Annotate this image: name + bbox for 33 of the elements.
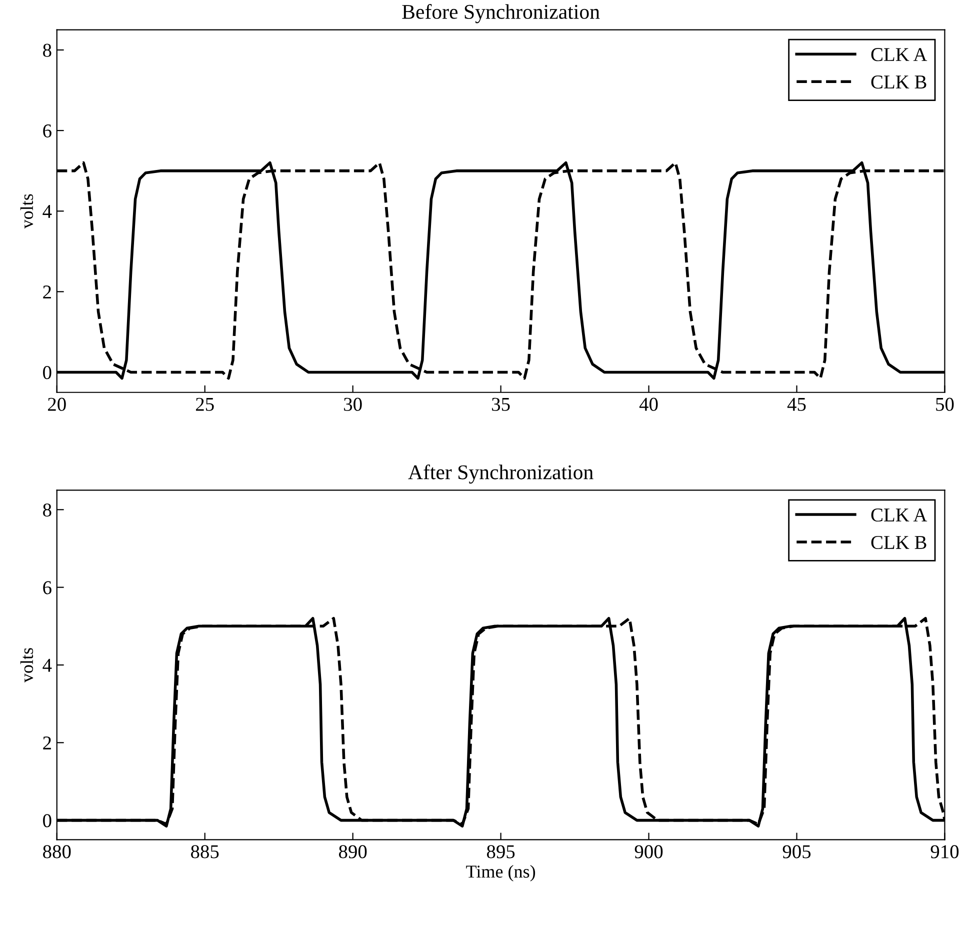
x-tick-label: 885 <box>191 845 219 858</box>
y-axis-title: volts <box>20 194 34 229</box>
legend-label: CLK A <box>871 48 928 62</box>
y-tick-label: 8 <box>43 44 52 57</box>
y-tick-label: 6 <box>43 581 52 594</box>
x-tick-label: 905 <box>782 845 811 858</box>
chart-title: After Synchronization <box>408 464 594 484</box>
x-tick-label: 20 <box>48 398 66 411</box>
x-tick-label: 25 <box>196 398 214 411</box>
x-tick-label: 880 <box>43 845 71 858</box>
x-tick-label: 30 <box>344 398 362 411</box>
legend-label: CLK A <box>871 508 928 522</box>
x-tick-label: 900 <box>634 845 663 858</box>
y-tick-label: 0 <box>43 366 52 380</box>
x-tick-label: 895 <box>486 845 515 858</box>
y-tick-label: 6 <box>43 124 52 138</box>
y-tick-label: 0 <box>43 814 52 828</box>
x-tick-label: 35 <box>492 398 510 411</box>
legend-label: CLK B <box>871 536 926 550</box>
y-tick-label: 2 <box>43 736 51 750</box>
y-tick-label: 8 <box>43 503 52 517</box>
y-tick-label: 2 <box>43 286 51 298</box>
x-axis-title: Time (ns) <box>466 865 536 882</box>
x-tick-label: 890 <box>338 845 367 858</box>
y-axis-title: volts <box>20 648 34 683</box>
chart-title: Before Synchronization <box>402 4 600 24</box>
y-tick-label: 4 <box>42 205 52 218</box>
x-tick-label: 40 <box>639 398 658 411</box>
x-tick-label: 910 <box>930 845 959 858</box>
x-tick-label: 50 <box>936 398 954 411</box>
x-tick-label: 45 <box>787 398 806 411</box>
legend-label: CLK B <box>871 76 926 89</box>
y-tick-label: 4 <box>42 658 52 672</box>
